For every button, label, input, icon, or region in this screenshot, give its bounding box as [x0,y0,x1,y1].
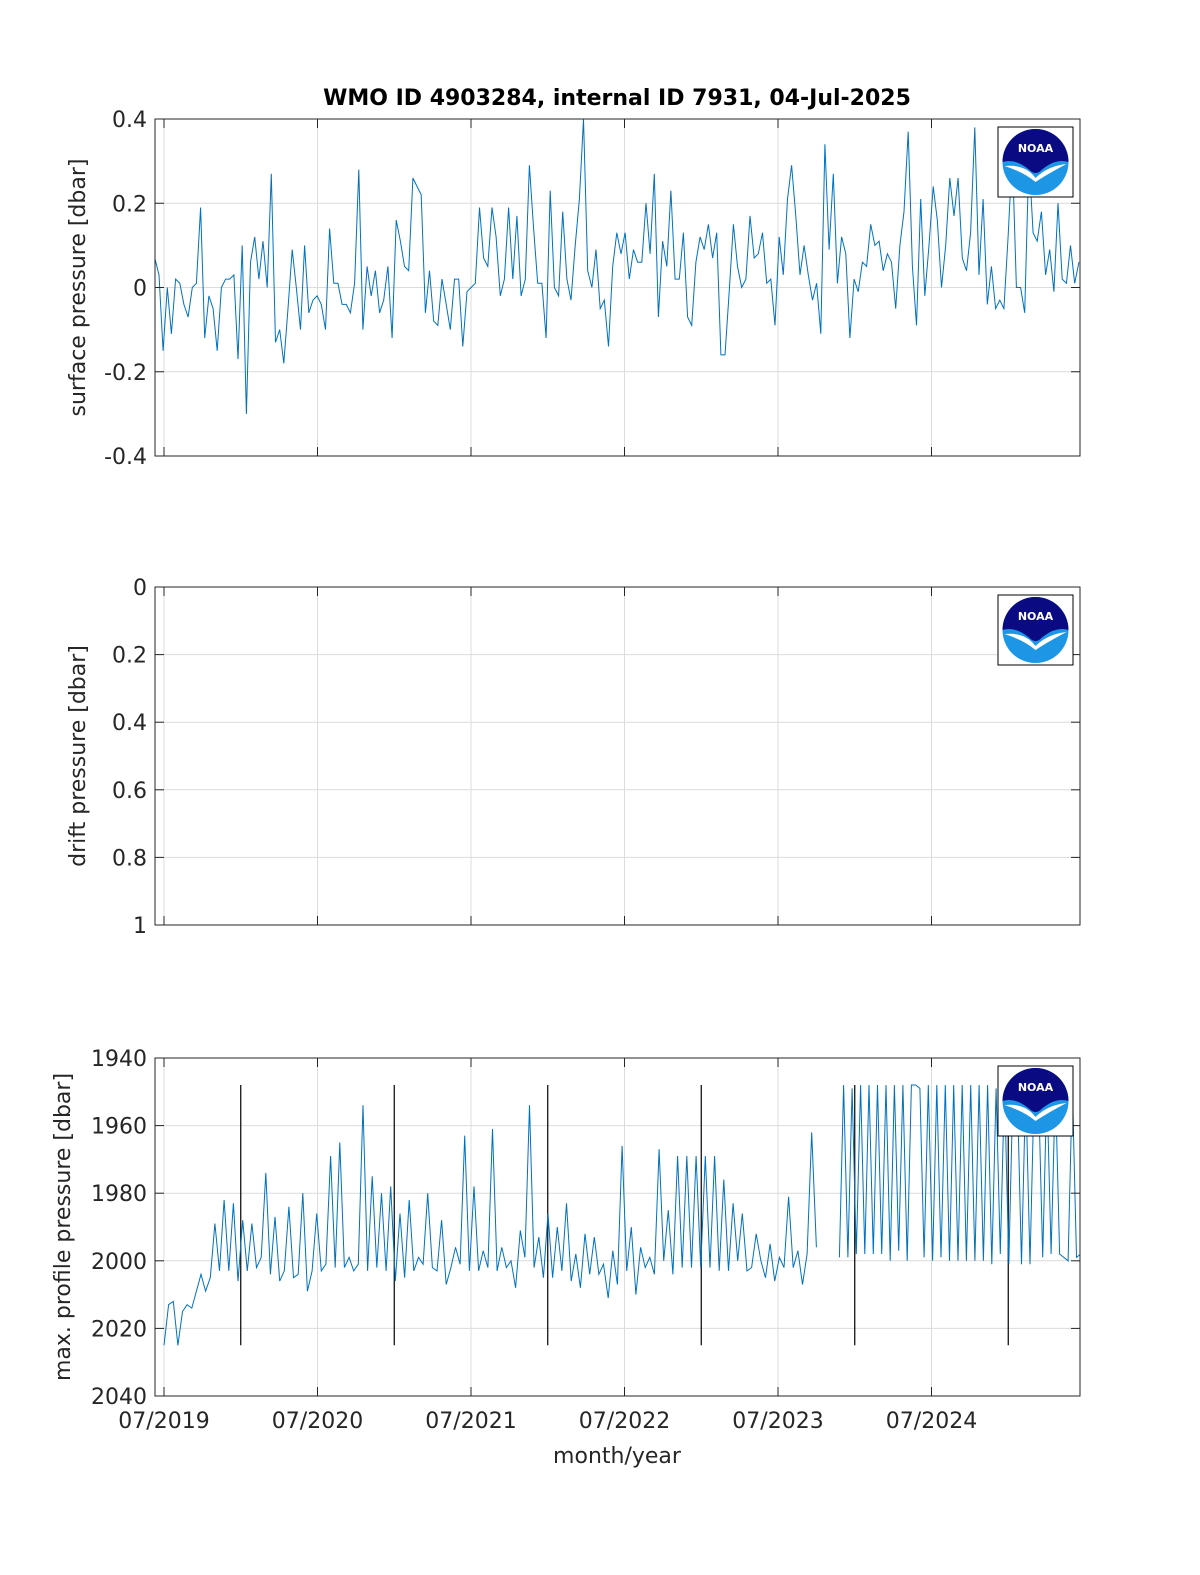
noaa-logo-icon: NOAA [997,1065,1074,1137]
drift-pressure-panel: 0 0.2 0.4 0.6 0.8 1 drift pressure [dbar] NOAA [66,576,1081,939]
series-group [155,119,1080,414]
data-series-line [163,1105,817,1346]
y-tick-label: 1 [133,914,147,939]
y-tick-label: 1980 [91,1182,147,1207]
x-tick-label: 07/2019 [118,1409,209,1434]
y-axis-label: max. profile pressure [dbar] [51,1073,76,1381]
x-tick-label: 07/2024 [886,1409,977,1434]
noaa-logo-text: NOAA [1018,1081,1054,1094]
data-series-line [838,1084,1080,1265]
y-tick-label: 2040 [91,1385,147,1410]
noaa-logo-icon: NOAA [997,126,1074,198]
axes-frame [154,1057,1081,1397]
noaa-logo-text: NOAA [1018,142,1054,155]
y-tick-label: -0.2 [104,361,147,386]
y-tick-label: 0.6 [112,779,147,804]
max-profile-pressure-panel: 1940 1960 1980 2000 2020 2040 max. profile pre… [51,1047,1081,1434]
axes-frame [154,586,1081,926]
figure-title: WMO ID 4903284, internal ID 7931, 04-Jul… [323,86,911,111]
data-series-line [155,119,1080,414]
y-tick-label: 0.4 [112,108,147,133]
x-tick-label: 07/2022 [579,1409,670,1434]
y-tick-label: 0.2 [112,192,147,217]
x-tick-label: 07/2023 [732,1409,823,1434]
x-tick-label: 07/2020 [272,1409,363,1434]
y-tick-label: 0 [133,576,147,601]
noaa-logo-icon: NOAA [997,594,1074,666]
noaa-logo-text: NOAA [1018,610,1054,623]
y-tick-label: 1960 [91,1115,147,1140]
y-tick-label: 0.2 [112,644,147,669]
y-tick-label: 0.8 [112,846,147,871]
y-axis-label: drift pressure [dbar] [66,645,91,867]
x-axis-label: month/year [553,1444,682,1469]
y-tick-label: 1940 [91,1047,147,1072]
y-axis-label: surface pressure [dbar] [66,159,91,417]
y-tick-label: 0.4 [112,711,147,736]
y-tick-label: -0.4 [104,445,147,470]
series-group [163,1084,1080,1346]
y-tick-label: 2020 [91,1317,147,1342]
x-tick-label: 07/2021 [425,1409,516,1434]
y-tick-label: 2000 [91,1250,147,1275]
y-tick-label: 0 [133,277,147,302]
surface-pressure-panel: -0.4 -0.2 0 0.2 0.4 surface pressure [dbar] NO… [66,108,1081,470]
